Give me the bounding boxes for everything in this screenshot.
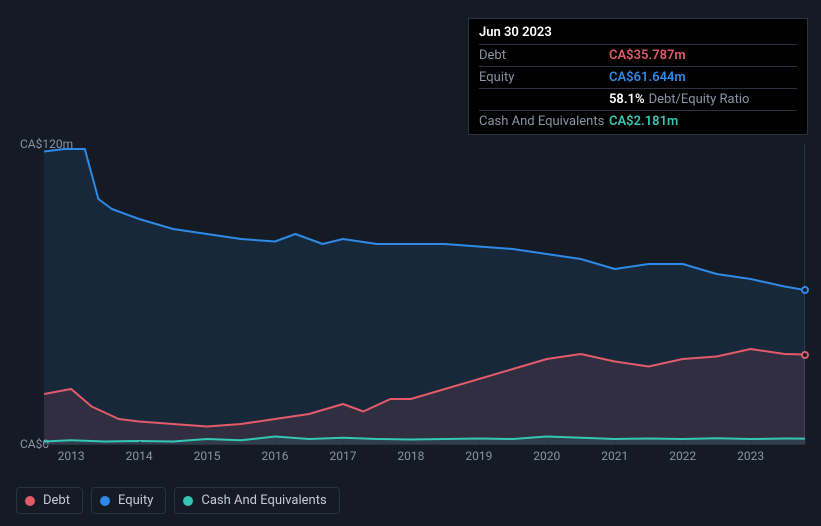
x-axis-tick: 2018 — [397, 449, 424, 463]
chart-plot-area[interactable] — [44, 144, 805, 444]
tooltip-row: Cash And EquivalentsCA$2.181m — [479, 110, 797, 132]
tooltip-row-value: 58.1% — [609, 92, 645, 107]
chart-legend: Debt Equity Cash And Equivalents — [16, 487, 340, 514]
tooltip-row-suffix: Debt/Equity Ratio — [649, 92, 750, 107]
tooltip-row-label: Debt — [479, 48, 609, 63]
tooltip-row-label — [479, 92, 609, 107]
tooltip-row: EquityCA$61.644m — [479, 66, 797, 88]
x-axis-tick: 2015 — [194, 449, 221, 463]
x-axis-tick: 2016 — [262, 449, 289, 463]
tooltip-row-value: CA$35.787m — [609, 48, 686, 63]
legend-dot-icon — [100, 496, 110, 506]
x-axis-tick: 2019 — [465, 449, 492, 463]
legend-item-label: Cash And Equivalents — [201, 493, 326, 508]
x-axis-tick: 2017 — [329, 449, 356, 463]
x-axis-tick: 2021 — [601, 449, 628, 463]
legend-item-label: Debt — [43, 493, 70, 508]
tooltip-row-label: Equity — [479, 70, 609, 85]
tooltip-row: DebtCA$35.787m — [479, 44, 797, 66]
tooltip-row-value: CA$2.181m — [609, 114, 678, 129]
x-axis-tick: 2013 — [58, 449, 85, 463]
legend-item-cash-and-equivalents[interactable]: Cash And Equivalents — [174, 487, 339, 514]
x-axis: 2013 2014 2015 2016 2017 2018 2019 2020 2021 2022… — [44, 444, 805, 464]
legend-item-debt[interactable]: Debt — [16, 487, 83, 514]
tooltip-row: 58.1% Debt/Equity Ratio — [479, 88, 797, 110]
x-axis-tick: 2014 — [126, 449, 153, 463]
tooltip-row-label: Cash And Equivalents — [479, 114, 609, 129]
legend-dot-icon — [183, 496, 193, 506]
series-end-marker — [801, 286, 809, 294]
series-end-marker — [801, 351, 809, 359]
chart-tooltip: Jun 30 2023 DebtCA$35.787mEquityCA$61.64… — [468, 18, 808, 135]
legend-item-label: Equity — [118, 493, 153, 508]
legend-dot-icon — [25, 496, 35, 506]
x-axis-tick: 2023 — [737, 449, 764, 463]
x-axis-tick: 2020 — [533, 449, 560, 463]
tooltip-date: Jun 30 2023 — [479, 25, 797, 44]
tooltip-row-value: CA$61.644m — [609, 70, 686, 85]
financial-chart: CA$120mCA$0 2013201420152016201720182019… — [16, 124, 805, 464]
x-axis-tick: 2022 — [669, 449, 696, 463]
legend-item-equity[interactable]: Equity — [91, 487, 166, 514]
